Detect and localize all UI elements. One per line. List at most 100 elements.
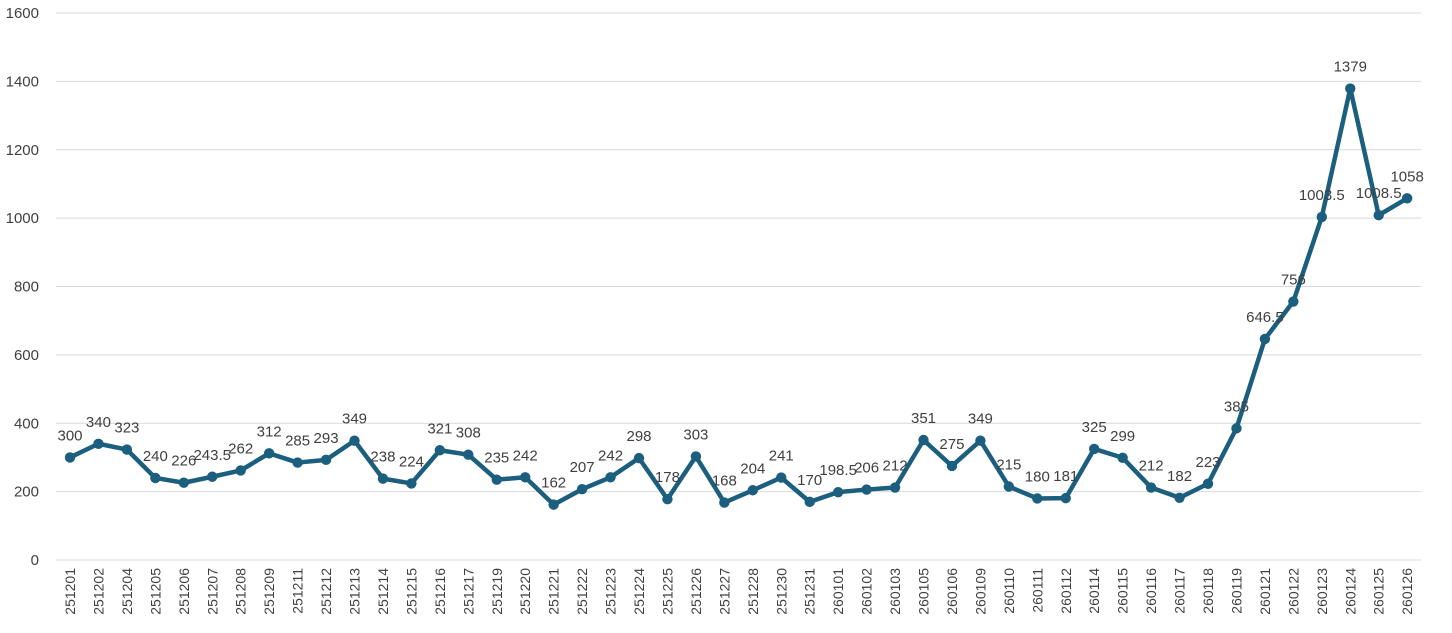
data-label: 646.5 xyxy=(1246,309,1284,326)
data-point xyxy=(263,448,275,459)
data-label: 242 xyxy=(598,447,623,464)
x-tick-label: 251223 xyxy=(603,568,619,615)
data-point xyxy=(633,452,645,464)
data-label: 238 xyxy=(370,449,395,466)
x-tick-label: 251216 xyxy=(432,568,448,615)
data-label: 224 xyxy=(399,453,424,470)
data-label: 212 xyxy=(883,458,908,475)
data-point xyxy=(889,482,901,493)
x-tick-label: 251219 xyxy=(489,568,505,615)
data-point xyxy=(320,454,332,466)
data-point xyxy=(946,460,958,472)
data-point xyxy=(235,465,246,476)
x-tick-label: 260119 xyxy=(1228,568,1244,614)
x-tick-label: 260110 xyxy=(1001,568,1017,614)
data-point xyxy=(861,484,872,495)
data-label: 223 xyxy=(1195,454,1220,471)
data-point xyxy=(1032,493,1043,504)
data-label: 321 xyxy=(427,420,452,437)
data-point xyxy=(918,434,929,446)
data-point xyxy=(1145,482,1157,493)
data-label: 312 xyxy=(257,423,282,440)
y-tick-label: 1000 xyxy=(6,210,39,227)
data-point xyxy=(1231,423,1242,434)
y-tick-label: 1400 xyxy=(6,73,39,90)
x-tick-label: 251209 xyxy=(261,568,277,615)
data-point xyxy=(292,457,303,468)
data-point xyxy=(1373,210,1384,221)
data-label: 240 xyxy=(143,448,168,465)
data-point xyxy=(207,471,218,482)
data-label: 285 xyxy=(285,433,310,450)
data-point xyxy=(1259,333,1271,345)
data-label: 226 xyxy=(171,453,196,470)
data-label: 298 xyxy=(626,428,651,445)
data-label: 299 xyxy=(1110,428,1135,445)
x-tick-label: 260122 xyxy=(1285,568,1301,615)
data-label: 303 xyxy=(683,426,708,443)
x-tick-label: 251212 xyxy=(318,568,334,615)
x-tick-label: 260115 xyxy=(1115,568,1131,614)
data-point xyxy=(605,472,616,483)
data-point xyxy=(377,473,389,484)
data-point xyxy=(832,486,844,498)
x-tick-label: 260121 xyxy=(1257,568,1273,615)
data-label: 170 xyxy=(797,472,822,489)
x-tick-label: 251222 xyxy=(574,568,590,615)
x-tick-label: 260124 xyxy=(1342,568,1358,615)
data-label: 349 xyxy=(342,411,367,428)
x-tick-label: 260125 xyxy=(1371,568,1387,615)
data-label: 182 xyxy=(1167,468,1192,485)
gridlines xyxy=(56,12,1421,561)
data-label: 262 xyxy=(228,440,253,457)
data-label: 242 xyxy=(513,447,538,464)
data-label: 340 xyxy=(86,414,111,431)
data-point xyxy=(1401,193,1413,204)
data-point xyxy=(1202,478,1214,489)
x-tick-label: 251215 xyxy=(403,568,419,615)
data-point xyxy=(406,478,417,489)
x-tick-label: 251211 xyxy=(290,568,306,614)
x-tick-label: 260105 xyxy=(916,568,932,615)
x-tick-label: 251221 xyxy=(546,568,562,615)
data-label: 756 xyxy=(1281,272,1306,289)
data-label: 275 xyxy=(939,436,964,453)
data-point xyxy=(491,474,502,485)
x-tick-label: 251231 xyxy=(802,568,818,615)
y-tick-label: 1200 xyxy=(6,142,39,159)
data-point xyxy=(121,444,133,455)
x-tick-label: 260114 xyxy=(1086,568,1102,614)
data-point xyxy=(576,484,588,495)
data-label: 235 xyxy=(484,450,509,467)
x-tick-label: 260101 xyxy=(830,568,846,615)
data-point xyxy=(434,445,446,456)
data-point xyxy=(1174,492,1185,503)
data-point xyxy=(747,485,758,496)
x-tick-label: 260102 xyxy=(859,568,875,615)
data-label: 241 xyxy=(769,448,794,465)
data-point xyxy=(662,493,673,505)
data-point xyxy=(1345,83,1356,94)
x-tick-label: 251226 xyxy=(688,568,704,615)
data-point xyxy=(520,472,531,483)
y-tick-label: 0 xyxy=(31,552,39,569)
x-tick-label: 260112 xyxy=(1058,568,1074,614)
y-tick-label: 800 xyxy=(14,279,39,296)
x-tick-label: 260106 xyxy=(944,568,960,615)
x-tick-label: 251227 xyxy=(716,568,732,615)
x-tick-label: 251217 xyxy=(460,568,476,615)
data-point xyxy=(178,477,189,488)
x-tick-label: 251208 xyxy=(233,568,249,615)
data-point xyxy=(719,497,730,508)
data-label: 1058 xyxy=(1390,168,1423,185)
data-label: 1008.5 xyxy=(1356,185,1402,202)
x-tick-label: 251228 xyxy=(745,568,761,615)
data-label: 300 xyxy=(57,427,82,444)
x-tick-label: 251202 xyxy=(90,568,106,615)
data-point xyxy=(690,451,702,462)
data-label: 198.5 xyxy=(819,462,857,479)
data-label: 180 xyxy=(1025,468,1050,485)
x-tick-label: 260126 xyxy=(1399,568,1415,615)
series-line-group xyxy=(67,86,1410,507)
